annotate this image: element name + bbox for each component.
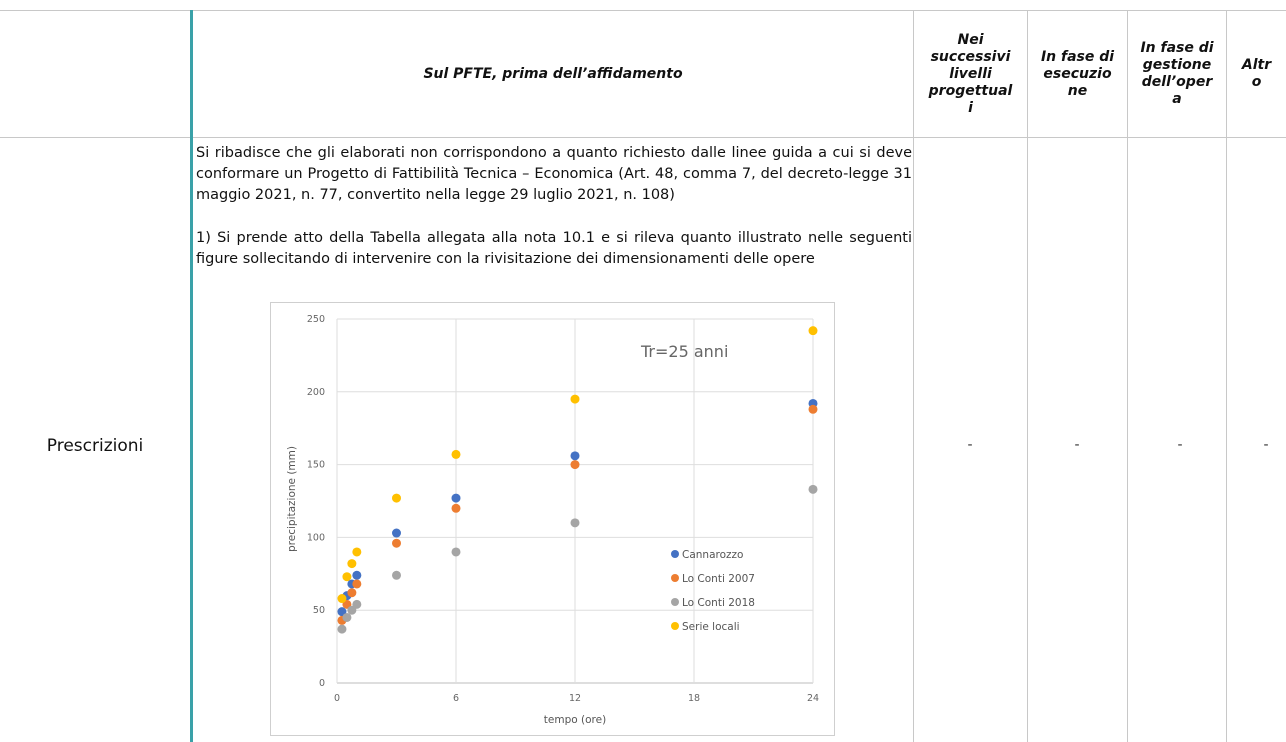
chart-frame: 0 50 100 150 200 250 0 6 12 18 24 Tr=25 anni tempo…: [270, 302, 835, 736]
cell-dash-altro: -: [1263, 437, 1269, 453]
data-point: [392, 528, 401, 538]
header-line: a: [1172, 91, 1182, 107]
data-point: [451, 503, 461, 513]
data-point: [808, 326, 818, 336]
x-tick-label: 6: [453, 693, 459, 704]
table-top-border: [0, 10, 1286, 11]
header-line: In fase di: [1140, 40, 1214, 56]
data-point: [570, 460, 580, 470]
data-point: [451, 493, 461, 503]
header-line: Altr: [1241, 57, 1272, 73]
header-line: successivi: [930, 48, 1011, 65]
header-line: Nei: [957, 31, 984, 48]
column-divider-1: [913, 10, 914, 742]
x-tick-label: 18: [688, 693, 700, 704]
header-line: ne: [1067, 82, 1088, 99]
legend-marker: [671, 550, 679, 558]
paragraph-intro: Si ribadisce che gli elaborati non corri…: [196, 145, 912, 203]
y-tick-label: 250: [307, 314, 325, 325]
data-point: [392, 538, 401, 548]
data-point: [347, 559, 357, 569]
data-point: [808, 404, 818, 414]
y-tick-label: 50: [313, 605, 325, 616]
cell-dash-esecuzione: -: [1074, 437, 1080, 453]
legend-marker: [671, 598, 679, 606]
cell-dash-successivi: -: [967, 437, 973, 453]
header-line: In fase di: [1040, 48, 1115, 65]
header-esecuzione: In fase di esecuzio ne: [1028, 11, 1127, 137]
data-point: [570, 518, 580, 528]
x-tick-label: 24: [807, 693, 819, 704]
header-gestione: In fase di gestione dell’oper a: [1128, 11, 1226, 137]
legend-label: Lo Conti 2018: [682, 597, 755, 609]
header-pfte-text: Sul PFTE, prima dell’affidamento: [423, 65, 683, 82]
header-line: i: [968, 99, 973, 116]
header-line: livelli: [949, 65, 992, 82]
header-line: o: [1251, 74, 1262, 90]
data-point: [392, 493, 401, 503]
y-tick-label: 150: [307, 460, 325, 471]
header-successivi: Nei successivi livelli progettual i: [914, 11, 1027, 137]
legend-marker: [671, 622, 679, 630]
x-tick-label: 12: [569, 693, 581, 704]
legend-marker: [671, 574, 679, 582]
column-divider-3: [1127, 10, 1128, 742]
data-point: [392, 570, 401, 580]
scatter-chart: 0 50 100 150 200 250 0 6 12 18 24 Tr=25 anni tempo…: [286, 314, 819, 726]
legend-label: Serie locali: [682, 621, 740, 633]
data-point: [337, 624, 347, 634]
header-line: progettual: [928, 82, 1013, 99]
data-point: [352, 547, 362, 557]
header-altro: Altr o: [1227, 11, 1286, 137]
legend-label: Cannarozzo: [682, 549, 743, 561]
legend-label: Lo Conti 2007: [682, 573, 755, 585]
data-point: [451, 547, 461, 557]
data-point: [337, 594, 347, 604]
cell-dash-gestione: -: [1177, 437, 1183, 453]
header-bottom-border: [0, 137, 1286, 138]
data-point: [347, 588, 357, 598]
chart-annotation: Tr=25 anni: [640, 342, 728, 361]
y-tick-label: 100: [307, 532, 325, 543]
data-point: [808, 484, 818, 494]
data-point: [570, 394, 580, 404]
y-tick-label: 0: [319, 678, 325, 689]
header-line: esecuzio: [1043, 65, 1112, 82]
data-point: [352, 599, 362, 609]
header-line: dell’oper: [1141, 74, 1213, 90]
row-label-prescrizioni: Prescrizioni: [46, 436, 144, 456]
paragraph-point-1: 1) Si prende atto della Tabella allegata…: [196, 230, 912, 267]
header-line: gestione: [1142, 57, 1212, 73]
data-point: [352, 570, 362, 580]
column-divider-4: [1226, 10, 1227, 742]
data-point: [342, 612, 352, 622]
x-axis-label: tempo (ore): [544, 714, 606, 726]
data-point: [451, 449, 461, 459]
column-divider-accent: [190, 10, 193, 742]
data-point: [352, 579, 362, 589]
data-point: [570, 451, 580, 461]
header-pfte: Sul PFTE, prima dell’affidamento: [193, 11, 913, 137]
column-divider-2: [1027, 10, 1028, 742]
y-axis-label: precipitazione (mm): [286, 446, 298, 552]
y-tick-label: 200: [307, 387, 325, 398]
x-tick-label: 0: [334, 693, 340, 704]
data-point: [342, 572, 352, 582]
